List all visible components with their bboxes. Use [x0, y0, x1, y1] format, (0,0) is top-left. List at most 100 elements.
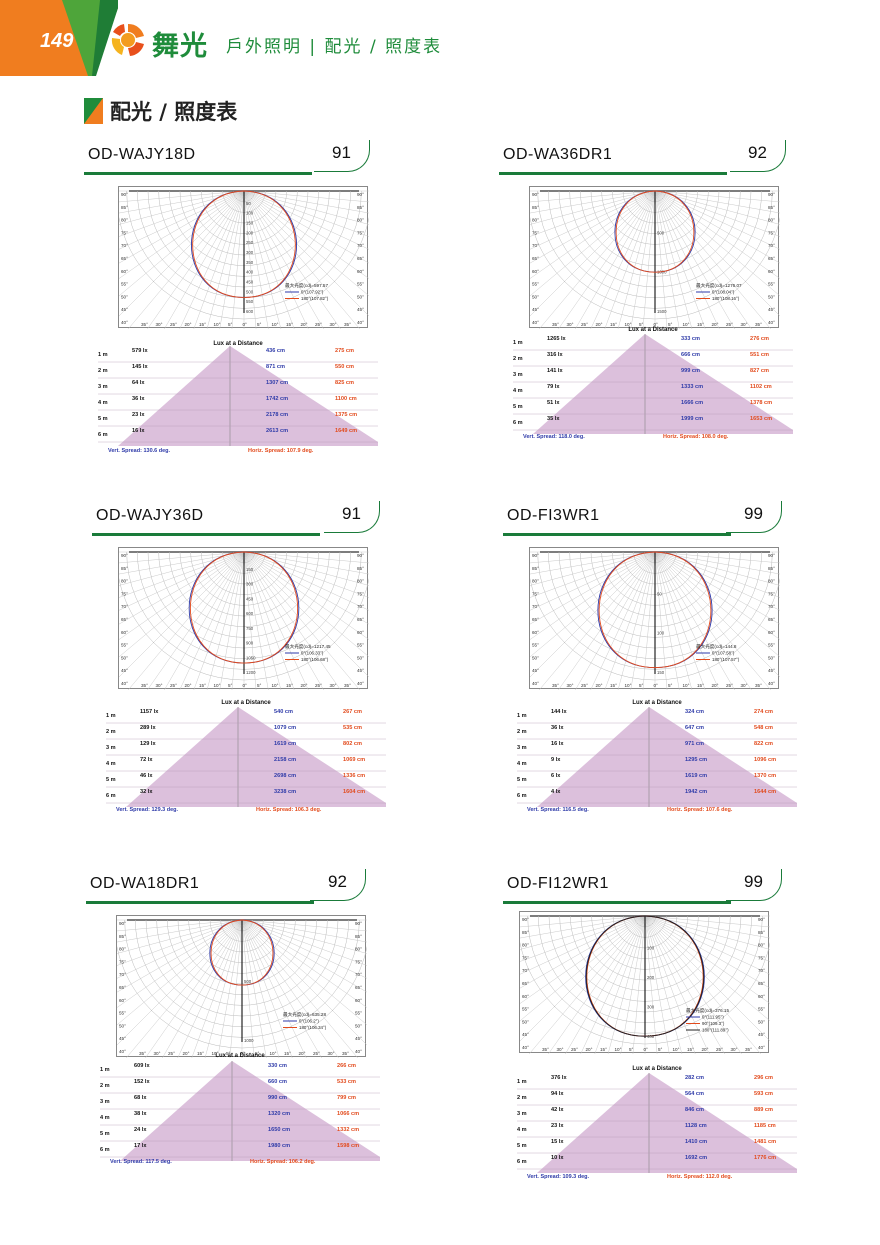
intensity-tick: 500	[657, 230, 665, 235]
illuminance: 68 lx	[134, 1095, 147, 1101]
intensity-curve	[598, 551, 712, 669]
angle-label: 80°	[121, 218, 128, 223]
lux-distance-table: 1 m 1157 lx 540 cm 267 cm 2 m 289 lx 1079 cm 53…	[106, 707, 386, 811]
angle-label: 85°	[121, 205, 128, 210]
angle-label: 80°	[532, 579, 539, 584]
vertical-diameter: 1742 cm	[266, 396, 289, 402]
angle-label: 60°	[357, 269, 364, 274]
lux-row: 3 m 129 lx 1619 cm 802 cm	[106, 739, 386, 755]
polar-distribution-chart: 90° 90° 85° 85° 80° 80° 75° 75° 70° 70° 65° 65° 60° 6…	[118, 186, 369, 329]
angle-label: 25°	[170, 322, 177, 327]
angle-label: 40°	[355, 1049, 362, 1054]
lux-row: 6 m 10 lx 1692 cm 1776 cm	[517, 1153, 797, 1169]
angle-label: 20°	[712, 683, 719, 688]
intensity-tick: 150	[246, 567, 254, 572]
illuminance: 1157 lx	[140, 709, 159, 715]
vertical-diameter: 1295 cm	[685, 757, 708, 763]
horizontal-diameter: 1336 cm	[343, 773, 366, 779]
horizontal-diameter: 1332 cm	[337, 1127, 360, 1133]
angle-label: 5°	[255, 1051, 260, 1056]
angle-label: 75°	[768, 230, 775, 235]
vertical-spread: Vert. Spread: 116.5 deg.	[527, 807, 589, 813]
legend-entry: 180°(111.89°)	[702, 1028, 729, 1033]
horizontal-diameter: 1375 cm	[335, 412, 358, 418]
distance: 6 m	[98, 432, 108, 438]
angle-label: 55°	[522, 1007, 529, 1012]
angle-label: 65°	[355, 985, 362, 990]
intensity-tick: 1500	[657, 309, 667, 314]
angle-label: 60°	[768, 269, 775, 274]
angle-label: 55°	[357, 282, 364, 287]
angle-label: 85°	[522, 930, 529, 935]
intensity-tick: 350	[246, 260, 254, 265]
angle-label: 65°	[532, 617, 539, 622]
intensity-tick: 300	[246, 250, 254, 255]
angle-label: 20°	[185, 322, 192, 327]
distance: 5 m	[98, 416, 108, 422]
distance: 4 m	[517, 761, 527, 767]
lux-table-title: Lux at a Distance	[213, 341, 263, 347]
angle-label: 85°	[357, 205, 364, 210]
distance: 5 m	[106, 777, 116, 783]
lux-row: 5 m 23 lx 2178 cm 1375 cm	[98, 410, 378, 426]
angle-label: 90°	[121, 553, 128, 558]
angle-label: 10°	[683, 683, 690, 688]
vertical-diameter: 540 cm	[274, 709, 293, 715]
angle-label: 90°	[121, 192, 128, 197]
horizontal-diameter: 802 cm	[343, 741, 362, 747]
illuminance: 10 lx	[551, 1155, 564, 1161]
distance: 6 m	[106, 793, 116, 799]
angle-label: 40°	[357, 681, 364, 686]
angle-label: 90°	[357, 553, 364, 558]
lux-distance-table: 1 m 376 lx 282 cm 296 cm 2 m 94 lx 564 cm 593 c…	[517, 1073, 797, 1177]
page-corner-tab	[0, 0, 118, 76]
lux-row: 2 m 145 lx 871 cm 550 cm	[98, 362, 378, 378]
angle-label: 50°	[355, 1023, 362, 1028]
angle-label: 80°	[121, 579, 128, 584]
angle-label: 15°	[610, 322, 617, 327]
angle-label: 90°	[532, 553, 539, 558]
intensity-tick: 750	[246, 626, 254, 631]
horizontal-diameter: 1378 cm	[750, 400, 773, 406]
angle-label: 45°	[121, 307, 128, 312]
vertical-spread: Vert. Spread: 117.5 deg.	[110, 1159, 172, 1165]
angle-label: 70°	[119, 972, 126, 977]
polar-distribution-chart: 90° 90° 85° 85° 80° 80° 75° 75° 70° 70° 65° 65° 60° 6…	[116, 915, 367, 1058]
horizontal-diameter: 1649 cm	[335, 428, 358, 434]
illuminance: 316 lx	[547, 352, 563, 358]
light-cone	[537, 1073, 797, 1173]
angle-label: 20°	[596, 322, 603, 327]
illuminance: 1265 lx	[547, 336, 566, 342]
illuminance: 376 lx	[551, 1075, 567, 1081]
angle-label: 5°	[668, 322, 673, 327]
angle-label: 60°	[768, 630, 775, 635]
angle-label: 20°	[586, 1047, 593, 1052]
angle-label: 90°	[355, 921, 362, 926]
angle-label: 15°	[284, 1051, 291, 1056]
page-number: 149	[40, 30, 74, 52]
intensity-tick: 100	[657, 631, 665, 636]
angle-label: 25°	[581, 683, 588, 688]
distance: 4 m	[513, 388, 523, 394]
angle-label: 5°	[639, 322, 644, 327]
intensity-tick: 150	[246, 221, 254, 226]
angle-label: 45°	[758, 1032, 765, 1037]
lux-distance-table: 1 m 609 lx 330 cm 266 cm 2 m 152 lx 660 cm 533 …	[100, 1061, 380, 1165]
vertical-diameter: 1650 cm	[268, 1127, 291, 1133]
angle-label: 60°	[357, 630, 364, 635]
lux-table-title: Lux at a Distance	[632, 1066, 682, 1072]
angle-label: 50°	[119, 1023, 126, 1028]
lux-row: 4 m 38 lx 1320 cm 1066 cm	[100, 1109, 380, 1125]
distance: 1 m	[98, 352, 108, 358]
angle-label: 85°	[121, 566, 128, 571]
angle-label: 85°	[355, 934, 362, 939]
angle-label: 55°	[768, 282, 775, 287]
illuminance: 51 lx	[547, 400, 560, 406]
max-intensity-label: 最大光度(cd)=597.57	[285, 282, 328, 289]
legend-entry: 90°(109.3°)	[702, 1021, 725, 1026]
illuminance: 23 lx	[551, 1123, 564, 1129]
vertical-spread: Vert. Spread: 109.3 deg.	[527, 1174, 590, 1180]
vertical-diameter: 660 cm	[268, 1079, 287, 1085]
angle-label: 55°	[768, 643, 775, 648]
angle-label: 45°	[768, 668, 775, 673]
